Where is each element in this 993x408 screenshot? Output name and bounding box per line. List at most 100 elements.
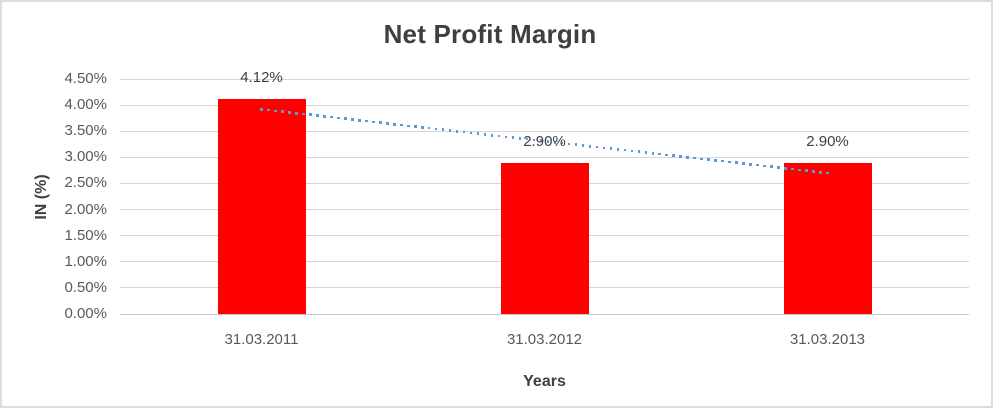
trendline-dot — [483, 133, 487, 136]
trendline-dot — [385, 122, 389, 125]
trendline-dot — [525, 137, 529, 141]
trendline-dot — [323, 115, 326, 118]
trendline-dot — [392, 122, 396, 126]
y-axis-tick-label: 4.50% — [64, 70, 107, 87]
trendline-dot — [735, 161, 738, 165]
y-axis-tick-label: 2.00% — [64, 200, 107, 218]
trendline-dot — [281, 110, 284, 113]
trendline-dot — [595, 145, 599, 149]
trendline-dot — [742, 162, 745, 165]
y-axis-tick-label: 4.00% — [64, 96, 107, 114]
trendline-dot — [812, 170, 815, 173]
chart-title: Net Profit Margin — [383, 19, 597, 49]
gridline — [120, 78, 969, 80]
trendline-dot — [567, 142, 571, 146]
trendline-dot — [406, 124, 410, 128]
trendline-dot — [574, 143, 578, 146]
trendline-dot — [546, 140, 550, 143]
trendline-dot — [365, 119, 368, 123]
bar — [783, 162, 872, 314]
trendline-dot — [784, 166, 787, 170]
trendline-dot — [469, 131, 473, 135]
trendline-dot — [672, 154, 676, 157]
trendline-dot — [504, 135, 508, 139]
trendline-dot — [616, 148, 620, 151]
trendline-dot — [770, 165, 773, 168]
trendline-dot — [721, 159, 724, 163]
trendline-dot — [756, 163, 759, 167]
trendline-dot — [763, 164, 766, 168]
trendline-dot — [260, 107, 263, 111]
trendline-dot — [714, 159, 717, 162]
x-axis-line — [120, 313, 969, 315]
x-axis-title: Years — [523, 373, 566, 390]
trendline-dot — [539, 139, 543, 143]
trendline-dot — [511, 136, 515, 139]
trendline-dot — [805, 169, 808, 172]
trendline-dot — [749, 163, 752, 166]
trendline-dot — [455, 130, 459, 133]
y-axis-tick-label: 0.50% — [64, 278, 107, 296]
trendline-dot — [560, 141, 564, 145]
gridline — [120, 130, 969, 132]
trendline-dot — [819, 170, 822, 174]
bar-data-label: 2.90% — [806, 132, 849, 150]
trendline-dot — [462, 130, 466, 134]
trendline-dot — [700, 157, 704, 161]
trendline-dot — [532, 138, 536, 142]
trendline-dot — [791, 167, 794, 171]
trendline-dot — [372, 120, 375, 124]
trendline-dot — [588, 144, 592, 148]
trendline-dot — [337, 116, 340, 120]
trendline-dot — [295, 111, 298, 115]
trendline-dot — [427, 126, 431, 130]
trendline-dot — [798, 168, 801, 172]
trendline-dot — [581, 144, 585, 147]
trendline-dot — [490, 133, 494, 137]
trendline-dot — [448, 129, 452, 132]
trendline-dot — [686, 155, 690, 159]
trendline-dot — [777, 166, 780, 169]
y-axis-tick-label: 1.00% — [64, 252, 107, 270]
y-axis-tick-label: 1.50% — [64, 226, 107, 244]
trendline-dot — [651, 152, 655, 155]
gridline — [120, 156, 969, 158]
bar-data-label: 2.90% — [523, 132, 566, 150]
trendline-dot — [358, 119, 361, 122]
trendline-dot — [644, 151, 648, 154]
trendline-dot — [378, 121, 382, 124]
trendline-dot — [707, 158, 710, 161]
trendline-dot — [302, 112, 305, 116]
trendline-dot — [658, 152, 662, 156]
trendline-dot — [344, 117, 347, 121]
x-axis-tick-label: 31.03.2012 — [506, 331, 583, 348]
bar — [500, 162, 589, 314]
trendline-dot — [665, 153, 669, 157]
trendline-dot — [693, 156, 697, 160]
y-axis-tick-label: 0.00% — [64, 305, 107, 322]
x-axis-tick-label: 31.03.2013 — [789, 331, 866, 348]
trendline-dot — [602, 146, 606, 150]
trendline-dot — [518, 137, 522, 140]
trendline-dot — [637, 150, 641, 154]
trendline-dot — [399, 123, 403, 127]
bar — [217, 98, 306, 314]
trendline-dot — [441, 128, 445, 132]
trendline-dot — [826, 171, 829, 175]
trendline-dot — [330, 115, 333, 119]
trendline-dot — [609, 147, 613, 150]
y-axis-tick-label: 3.00% — [64, 148, 107, 166]
gridline — [120, 104, 969, 106]
trendline-dot — [267, 108, 270, 112]
y-axis-tick-label: 2.50% — [64, 174, 107, 192]
trendline-dot — [434, 127, 438, 131]
trendline-dot — [728, 160, 731, 164]
y-axis-tick-label: 3.50% — [64, 122, 107, 140]
trendline-dot — [274, 109, 277, 113]
trendline-dot — [288, 111, 291, 114]
trendline-dot — [623, 148, 627, 152]
trendline-dot — [420, 126, 424, 129]
trendline-dot — [476, 132, 480, 135]
trendline-dot — [413, 125, 417, 128]
